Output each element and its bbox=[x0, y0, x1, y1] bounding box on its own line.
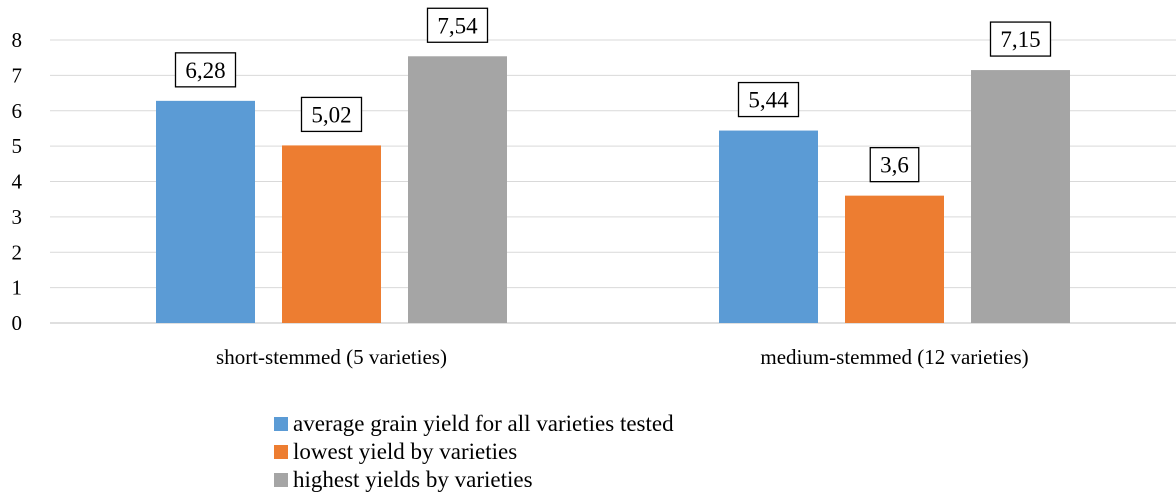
y-tick-label: 1 bbox=[12, 276, 23, 300]
bar bbox=[845, 195, 944, 323]
data-label-box bbox=[989, 21, 1052, 57]
legend-label-average: average grain yield for all varieties te… bbox=[293, 411, 674, 436]
legend: average grain yield for all varieties te… bbox=[274, 410, 674, 494]
data-label-box bbox=[300, 96, 363, 133]
category-label: medium-stemmed (12 varieties) bbox=[760, 345, 1028, 369]
y-tick-label: 8 bbox=[12, 28, 23, 52]
data-label-box bbox=[737, 81, 800, 118]
legend-item-highest: highest yields by varieties bbox=[274, 466, 674, 494]
bar bbox=[719, 130, 818, 323]
legend-swatch-highest bbox=[274, 473, 288, 487]
bar bbox=[408, 56, 507, 324]
data-label-box bbox=[426, 7, 489, 43]
y-tick-label: 7 bbox=[12, 63, 23, 87]
legend-item-average: average grain yield for all varieties te… bbox=[274, 410, 674, 438]
y-tick-label: 5 bbox=[12, 134, 23, 158]
bar-chart: 0 1 2 3 4 5 6 7 8 6,28 5,02 7,54 5,44 3,6 7,15 short-… bbox=[12, 7, 1176, 369]
category-labels: short-stemmed (5 varieties) medium-stemme… bbox=[216, 345, 1029, 369]
y-tick-label: 0 bbox=[12, 311, 23, 335]
data-label: 7,15 bbox=[1000, 27, 1040, 52]
legend-swatch-average bbox=[274, 417, 288, 431]
legend-label-highest: highest yields by varieties bbox=[293, 467, 533, 492]
category-label: short-stemmed (5 varieties) bbox=[216, 345, 447, 369]
data-label: 5,02 bbox=[311, 102, 351, 127]
legend-swatch-lowest bbox=[274, 445, 288, 459]
y-tick-label: 3 bbox=[12, 205, 23, 229]
y-tick-label: 4 bbox=[12, 170, 23, 194]
bar bbox=[282, 145, 381, 323]
data-label: 5,44 bbox=[748, 88, 789, 113]
legend-label-lowest: lowest yield by varieties bbox=[293, 439, 518, 464]
data-label: 7,54 bbox=[437, 13, 478, 38]
bar bbox=[971, 70, 1070, 323]
data-label: 3,6 bbox=[880, 153, 909, 178]
data-label-box bbox=[174, 52, 237, 88]
bars bbox=[156, 56, 1070, 324]
data-label-box bbox=[869, 146, 920, 183]
data-labels: 6,28 5,02 7,54 5,44 3,6 7,15 bbox=[174, 7, 1052, 183]
y-tick-label: 6 bbox=[12, 99, 23, 123]
y-axis-ticks: 0 1 2 3 4 5 6 7 8 bbox=[12, 28, 23, 335]
legend-item-lowest: lowest yield by varieties bbox=[274, 438, 674, 466]
bar bbox=[156, 100, 255, 323]
y-tick-label: 2 bbox=[12, 240, 23, 264]
data-label: 6,28 bbox=[185, 58, 225, 83]
